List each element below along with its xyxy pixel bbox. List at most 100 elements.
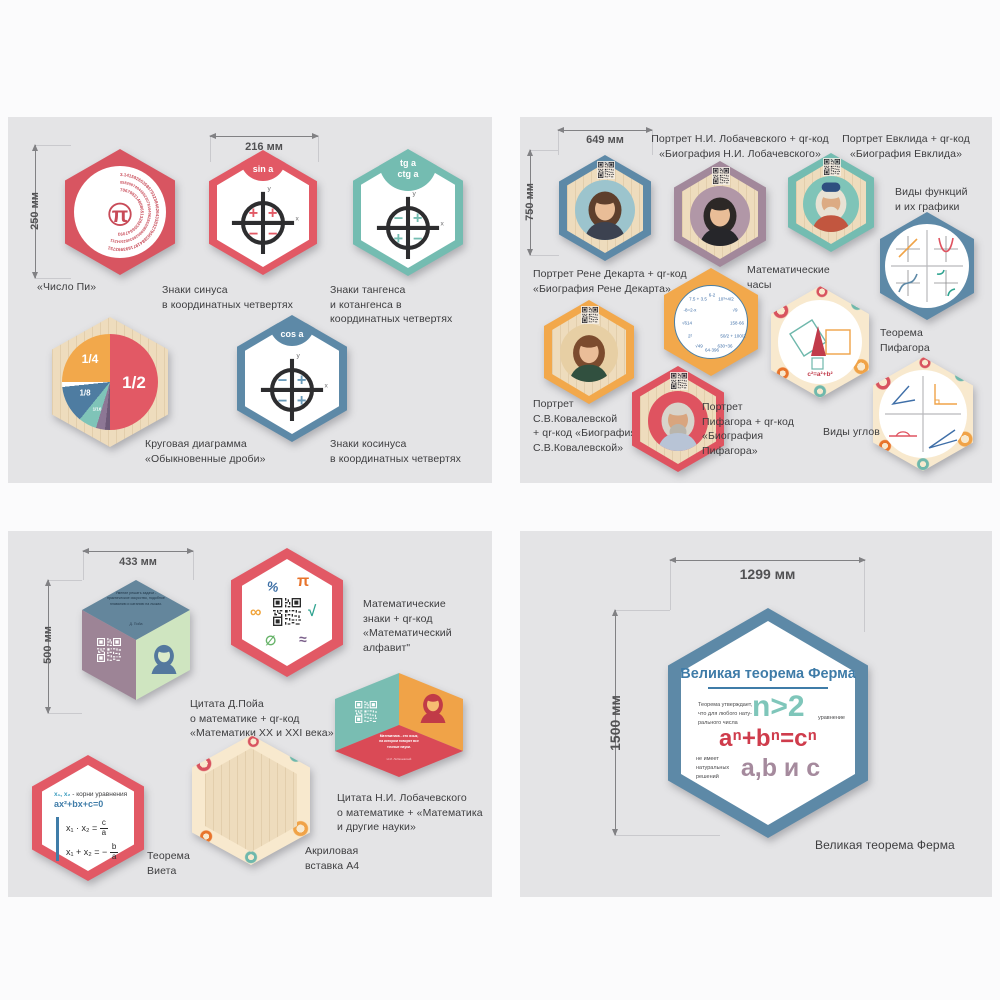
sin-badge: sin a — [240, 158, 286, 181]
math-clock-face: 6-2 10³+4/2 √9 158·66 50/2 + 100/2 630÷3… — [674, 285, 748, 359]
cos-badge: cos a — [269, 323, 315, 346]
vieta-accent-bar — [56, 817, 59, 861]
kovalevskaya-portrait — [560, 324, 618, 382]
hexagon-sin-signs: sin a y x + + − − — [209, 150, 317, 275]
dimension-line-649 — [557, 127, 653, 133]
hexagon-lobachevsky — [674, 161, 766, 267]
svg-text:−: − — [413, 230, 423, 248]
caption-pi: «Число Пи» — [37, 281, 97, 293]
dimension-line-250 — [32, 144, 38, 279]
svg-text:+: + — [297, 372, 307, 390]
dimension-label-433: 433 мм — [119, 556, 157, 568]
hexagon-math-signs: % π ∞ √ ∅ ≈ — [231, 548, 343, 677]
cube-lobachevsky-quote: Математика - это язык, на котором говоря… — [335, 673, 463, 777]
hexagon-math-clock: 6-2 10³+4/2 √9 158·66 50/2 + 100/2 630÷3… — [664, 268, 758, 376]
svg-text:−: − — [249, 225, 259, 243]
sin-quadrant-signs-icon: y x + + − − — [231, 185, 300, 255]
svg-text:y: y — [296, 352, 300, 359]
cos-quadrant-signs-icon: y x − + − + — [260, 352, 329, 422]
caption-cos: Знаки косинуса в координатных четвертях — [330, 438, 462, 465]
dimension-label-1299: 1299 мм — [739, 566, 796, 582]
caption-descartes: Портрет Рене Декарта + qr-код «Биография… — [533, 268, 687, 295]
empty-set-sign: ∅ — [265, 633, 277, 648]
hexagon-pi: 3.14159265358979323846264338327950288419… — [65, 149, 175, 275]
pythagorean-diagram-icon: c²=a²+b² — [789, 319, 851, 378]
infinity-sign: ∞ — [250, 604, 262, 621]
division-sign: % — [265, 577, 280, 596]
caption-sin: Знаки синуса в координатных четвертях — [162, 284, 294, 311]
cube-poya-quote: Умение решать задачи - практическое иску… — [82, 580, 190, 700]
qr-code-icon — [670, 372, 688, 390]
svg-text:−: − — [278, 392, 288, 410]
hexagon-acrylic-insert — [192, 735, 310, 865]
function-graphs-icon — [891, 230, 963, 302]
svg-text:+: + — [413, 210, 423, 228]
dimension-line-433 — [82, 548, 194, 554]
panel-quotes-cubes: 433 мм 500 мм Умение решать задачи - пра… — [8, 531, 492, 897]
caption-math-signs: Математические знаки + qr-код «Математич… — [363, 598, 452, 655]
lobachevsky-silhouette — [415, 687, 451, 723]
fermat-equation-word: уравнение — [818, 715, 845, 721]
qr-code-icon — [712, 167, 730, 185]
poya-author: Д. Пойа — [129, 622, 143, 626]
hexagon-pythagorean-theorem: c²=a²+b² — [771, 286, 869, 398]
vieta-equation: ax²+bx+c=0 — [54, 799, 104, 809]
dimension-line-750 — [527, 149, 533, 256]
caption-kovalevskaya: Портрет С.В.Ковалевской + qr-код «Биогра… — [533, 398, 637, 455]
dimension-label-649: 649 мм — [586, 134, 624, 146]
qr-code-icon — [597, 161, 615, 179]
caption-poya: Цитата Д.Пойа о математике + qr-код «Мат… — [190, 698, 334, 740]
caption-angle-types: Виды углов — [823, 426, 880, 438]
panel-portraits: 649 мм 750 мм Портрет Н.И. Лобачевского … — [520, 117, 992, 483]
fractions-pie-chart — [62, 334, 158, 430]
panel-trig-signs: 250 мм 216 мм 3.141592653589793238462643… — [8, 117, 492, 483]
pi-sign: π — [297, 573, 310, 590]
hexagon-functions — [880, 212, 974, 320]
svg-text:+: + — [249, 205, 259, 223]
qr-code-icon — [97, 638, 121, 662]
hexagon-euclid — [788, 153, 874, 252]
dimension-line-1299 — [669, 557, 866, 563]
fermat-abc: a,b и c — [740, 754, 821, 782]
fermat-equation: aⁿ+bⁿ=cⁿ — [719, 725, 817, 752]
dimension-label-1500: 1500 мм — [607, 695, 623, 751]
dimension-label-500: 500 мм — [42, 626, 54, 664]
fermat-n-condition: n>2 — [752, 690, 805, 723]
lobachevsky-portrait — [690, 186, 750, 246]
svg-text:y: y — [267, 185, 271, 192]
caption-functions: Виды функций и их графики — [895, 186, 968, 213]
svg-text:−: − — [278, 372, 288, 390]
pythagoras-portrait — [648, 391, 708, 451]
poya-portrait — [146, 638, 182, 674]
hexagon-fermat: Великая теорема Ферма Теорема утверждает… — [668, 608, 868, 838]
caption-acrylic: Акриловая вставка А4 — [305, 845, 360, 872]
dimension-line-216 — [209, 133, 319, 139]
dimension-label-750: 750 мм — [524, 183, 536, 221]
fermat-title: Великая теорема Ферма — [680, 666, 856, 682]
svg-text:+: + — [297, 392, 307, 410]
svg-text:c²=a²+b²: c²=a²+b² — [807, 371, 833, 378]
svg-text:x: x — [441, 221, 445, 228]
dimension-label-216: 216 мм — [245, 141, 283, 153]
fermat-no-solution-text: не имеет натуральных решений — [696, 756, 730, 780]
svg-text:x: x — [325, 383, 329, 390]
svg-text:+: + — [394, 230, 404, 248]
caption-euclid: Портрет Евклида + qr-код «Биография Евкл… — [842, 133, 970, 160]
caption-tg-ctg: Знаки тангенса и котангенса в координатн… — [330, 284, 453, 326]
caption-vieta: Теорема Виета — [147, 850, 190, 877]
svg-text:π: π — [112, 203, 128, 227]
qr-code-icon — [581, 306, 599, 324]
svg-text:−: − — [268, 225, 278, 243]
caption-lobachevsky: Портрет Н.И. Лобачевского + qr-код «Биог… — [651, 133, 829, 160]
caption-pie: Круговая диаграмма «Обыкновенные дроби» — [145, 438, 266, 465]
caption-lobachevsky-quote: Цитата Н.И. Лобачевского о математике + … — [337, 792, 483, 834]
caption-pythagoras: Портрет Пифагора + qr-код «Биография Пиф… — [702, 401, 794, 458]
dimension-label-250: 250 мм — [29, 192, 41, 230]
qr-code-icon — [823, 158, 841, 176]
svg-text:+: + — [268, 205, 278, 223]
poya-quote: Умение решать задачи - практическое иску… — [107, 591, 165, 606]
sqrt-sign: √ — [308, 603, 317, 620]
qr-code-icon — [355, 701, 377, 723]
tg-quadrant-signs-icon: y x − + + − — [376, 190, 445, 260]
